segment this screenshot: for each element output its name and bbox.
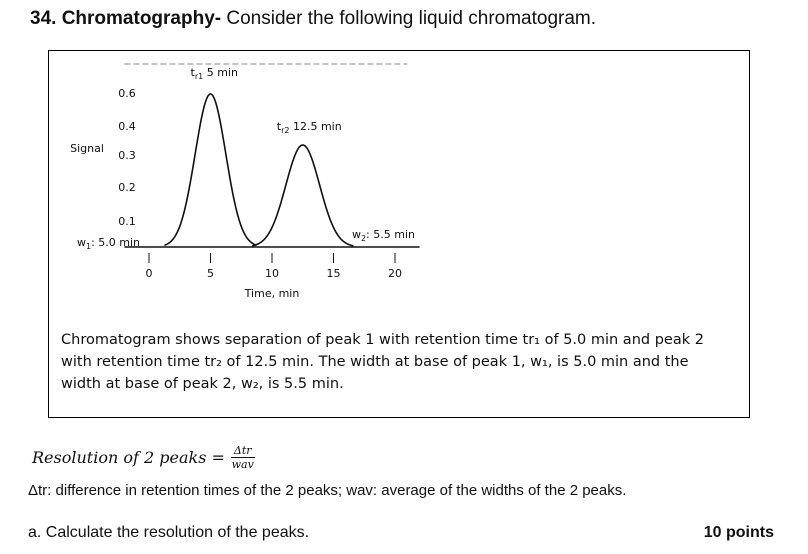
chromatogram-figure: 0.6 0.4 0.3 0.2 0.1 Signal 0 5 10 15 20 Time, min tr…	[48, 50, 750, 418]
x-tick-label: 15	[327, 267, 341, 280]
x-tick-label: 0	[146, 267, 153, 280]
peak-1-width-label: w1: 5.0 min	[77, 236, 140, 251]
problem-heading: 34. Chromatography- Consider the followi…	[30, 8, 596, 30]
formula-definition: Δtr: difference in retention times of th…	[28, 482, 627, 499]
x-tick-label: 20	[388, 267, 402, 280]
chromatogram-chart: 0.6 0.4 0.3 0.2 0.1 Signal 0 5 10 15 20 Time, min tr…	[70, 63, 420, 300]
y-tick-label: 0.6	[118, 87, 136, 100]
peak-2-label: tr2 12.5 min	[277, 120, 342, 135]
problem-number: 34.	[30, 8, 57, 29]
question-a: a. Calculate the resolution of the peaks…	[28, 524, 310, 541]
y-tick-label: 0.2	[118, 181, 136, 194]
problem-prompt: Consider the following liquid chromatogr…	[226, 8, 597, 29]
chromatogram-caption: Chromatogram shows separation of peak 1 …	[61, 332, 704, 392]
peak-2-curve	[251, 144, 354, 247]
problem-topic: Chromatography-	[61, 8, 222, 29]
peak-1-curve	[164, 93, 257, 247]
formula-lhs: Resolution of 2 peaks =	[32, 448, 225, 467]
y-axis-label: Signal	[70, 142, 104, 155]
peak-2-width-label: w2: 5.5 min	[352, 228, 415, 243]
y-tick-label: 0.3	[118, 149, 136, 162]
question-points: 10 points	[703, 524, 774, 541]
formula-denominator: wav	[231, 458, 254, 471]
x-tick-label: 10	[265, 267, 279, 280]
formula-numerator: Δtr	[230, 444, 255, 458]
y-tick-label: 0.1	[118, 215, 136, 228]
x-axis-label: Time, min	[244, 287, 300, 300]
formula-fraction: Δtr wav	[230, 444, 255, 471]
resolution-formula: Resolution of 2 peaks = Δtr wav	[32, 444, 255, 471]
y-tick-label: 0.4	[118, 120, 136, 133]
peak-1-label: tr1 5 min	[191, 66, 238, 81]
x-tick-label: 5	[207, 267, 214, 280]
